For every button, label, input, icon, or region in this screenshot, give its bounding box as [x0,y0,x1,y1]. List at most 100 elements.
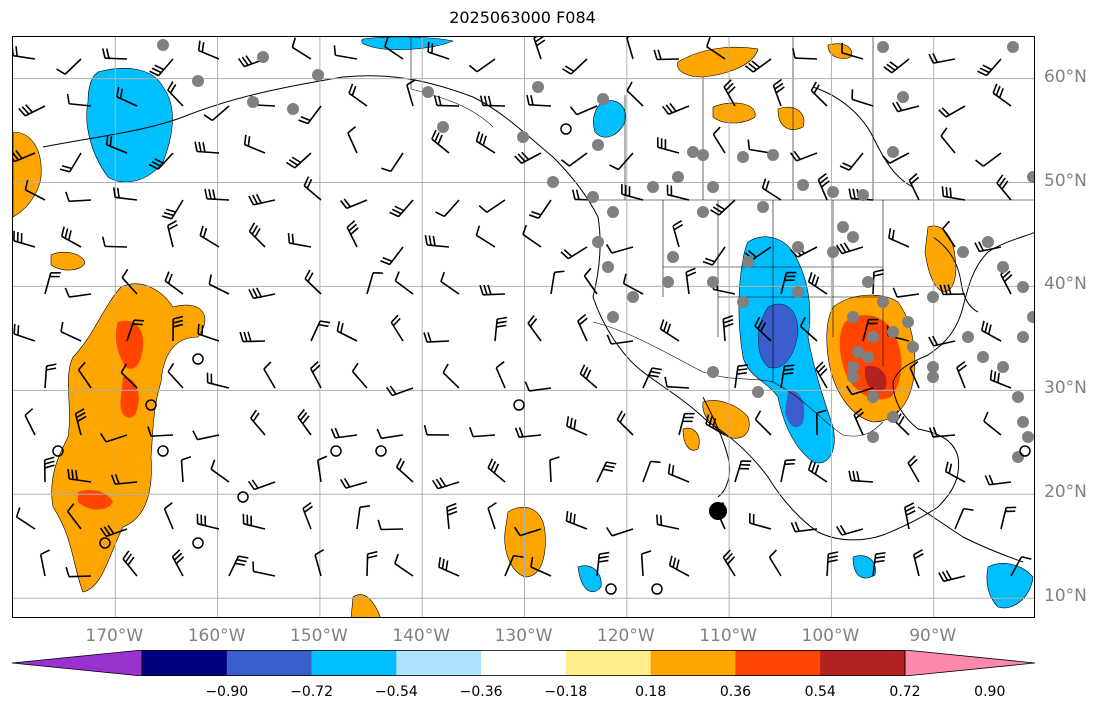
wind-barb [762,179,781,200]
wind-barb [57,59,81,74]
longitude-label: 120°W [597,626,655,646]
wind-barb [425,235,449,247]
wind-barb [550,457,560,482]
wind-barb [229,556,248,576]
colorbar-segment [227,650,312,676]
station-marker [1012,451,1024,463]
negative-anomaly-region [853,556,876,578]
open-station-marker [193,354,203,364]
latitude-label: 60°N [1044,67,1087,87]
wind-barb [914,550,924,576]
station-marker [792,241,804,253]
wind-barb [367,552,377,576]
wind-barb [528,315,541,341]
longitude-label: 100°W [802,626,860,646]
wind-barb [534,37,545,59]
highlighted-station-marker [709,502,727,520]
station-marker [517,131,529,143]
wind-barb [515,152,541,163]
wind-barb [993,84,1011,106]
wind-barb [748,140,771,153]
colorbar-tick-label: 0.72 [889,684,920,700]
station-marker [287,103,299,115]
wind-barb [397,458,413,482]
station-marker [827,246,839,258]
station-marker [1017,416,1029,428]
station-marker [962,331,974,343]
wind-barb [123,551,137,576]
colorbar-tick-label: 0.54 [805,684,836,700]
colorbar-tick-label: 0.18 [635,684,666,700]
wind-barb [168,221,178,247]
station-marker [907,341,919,353]
wind-barb [488,503,496,529]
station-marker [902,316,914,328]
wind-barb [62,227,81,247]
wind-barb [162,200,183,219]
station-marker [997,261,1009,273]
wind-barb [939,571,965,582]
wind-barb [597,553,609,576]
station-marker [877,296,889,308]
latitude-label: 30°N [1044,378,1087,398]
wind-barb [811,82,827,106]
wind-barb [665,377,689,388]
wind-barb [337,321,357,341]
wind-barb [939,106,965,117]
wind-barb [211,460,229,482]
wind-barb [527,95,551,106]
station-marker [867,391,879,403]
wind-barb [377,429,403,438]
wind-barb [41,550,50,576]
wind-barb [488,459,505,482]
wind-barb [349,84,367,106]
wind-barb [562,59,587,74]
colorbar-segment [142,650,227,676]
wind-barb [609,153,633,169]
wind-barb [597,462,616,482]
station-marker [192,75,204,87]
wind-barb [476,226,495,247]
wind-barb [17,507,35,529]
wind-barb [479,200,505,212]
wind-barb [303,503,312,529]
wind-barb [781,460,795,482]
wind-barb [378,520,403,530]
station-marker [857,189,869,201]
wind-barb [791,522,817,532]
wind-barb [837,243,863,254]
wind-barb [304,177,321,200]
wind-barb [205,189,229,200]
wind-barb [686,268,696,294]
colorbar-tick-label: −0.72 [290,684,333,700]
wind-barb [566,511,587,529]
wind-barb [607,527,633,535]
wind-barb [561,153,587,166]
station-marker [977,351,989,363]
wind-barb [305,270,321,294]
wind-barb [353,363,367,388]
colorbar-tick-label: −0.36 [460,684,503,700]
wind-barb [435,96,459,106]
colorbar-tick-label: 0.36 [720,684,751,700]
wind-barb [984,412,1001,435]
wind-barb [523,225,541,247]
wind-barb [150,59,173,76]
station-marker [1017,331,1029,343]
wind-barb [381,153,403,171]
open-station-marker [158,446,168,456]
wind-barb [982,321,1001,341]
wind-barb [929,336,955,346]
colorbar [12,650,1035,676]
wind-barb [443,364,459,388]
open-station-marker [238,492,248,502]
latitude-label: 40°N [1044,274,1087,294]
station-marker [737,151,749,163]
wind-barb [849,471,873,482]
colorbar-tick-label: −0.54 [375,684,418,700]
wind-barb [341,478,367,488]
wind-barb [25,409,35,435]
longitude-label: 130°W [495,626,553,646]
wind-barb [627,37,636,59]
colorbar-tick-label: −0.90 [205,684,248,700]
